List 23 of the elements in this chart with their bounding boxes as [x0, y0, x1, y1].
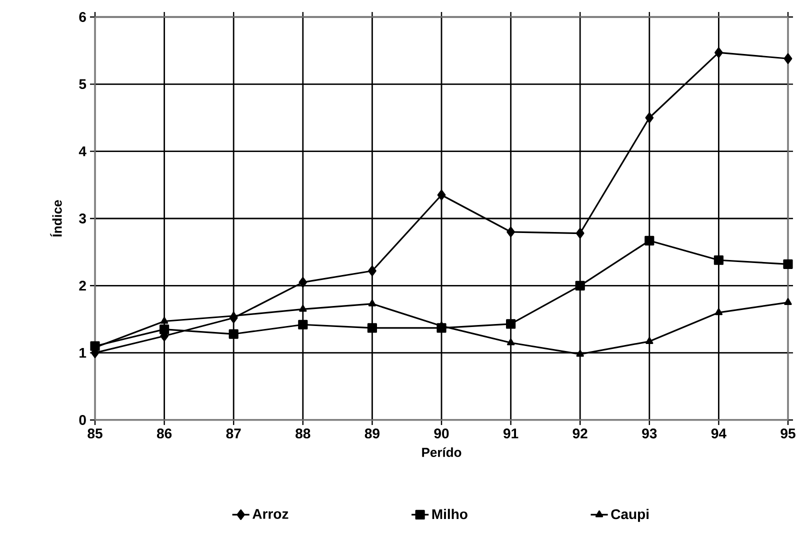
x-tick-label: 95: [780, 428, 796, 438]
x-tick-label: 88: [296, 428, 310, 438]
legend-label: Arroz: [252, 509, 288, 519]
y-tick-label: 3: [79, 214, 86, 224]
x-tick-label: 92: [572, 428, 588, 438]
x-tick-label: 93: [642, 428, 657, 438]
legend-label: Caupi: [611, 508, 649, 522]
x-tick-label: 89: [364, 428, 380, 438]
x-tick-label: 90: [434, 428, 449, 438]
y-tick-label: 6: [79, 12, 86, 22]
legend-label: Milho: [432, 508, 468, 520]
y-tick-label: 5: [79, 79, 86, 90]
x-tick-label: 87: [226, 428, 241, 438]
y-tick-label: 2: [79, 280, 86, 291]
x-tick-label: 91: [504, 428, 518, 438]
x-tick-label: 85: [88, 428, 102, 438]
y-tick-label: 4: [78, 146, 86, 156]
y-tick-label: 0: [79, 415, 86, 425]
y-axis-title: Índice: [50, 200, 62, 237]
y-tick-label: 1: [80, 348, 86, 358]
x-axis-title: Perído: [422, 447, 462, 457]
x-tick-label: 94: [711, 428, 726, 438]
x-tick-label: 86: [156, 428, 172, 438]
